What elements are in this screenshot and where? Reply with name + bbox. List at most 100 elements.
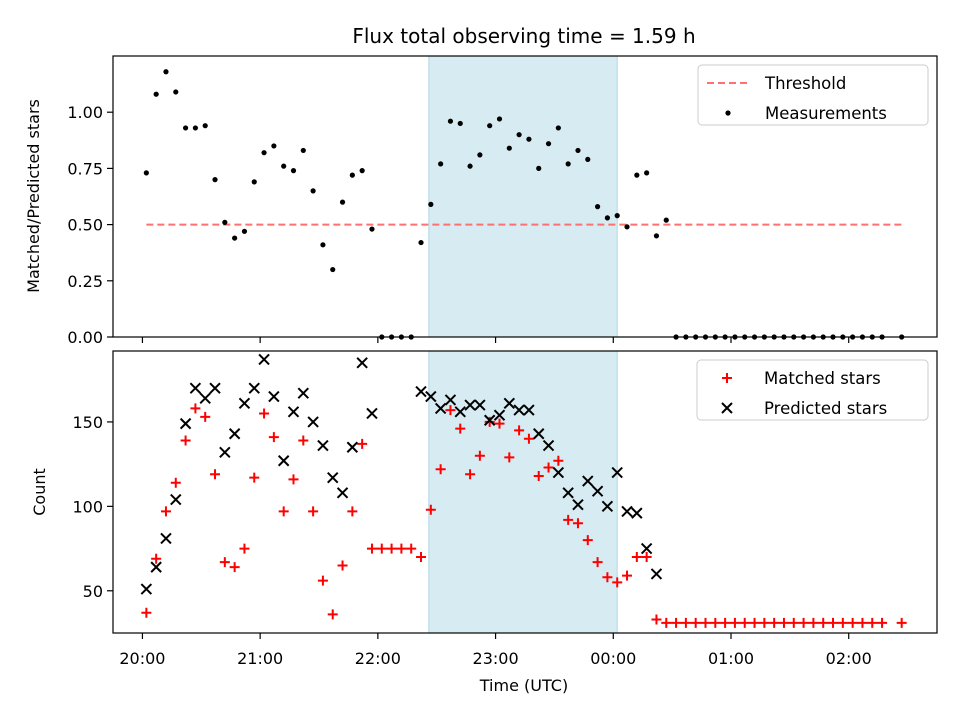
- y-tick-label: 100: [72, 497, 103, 516]
- legend-box: [696, 359, 929, 421]
- matched-star-point: [347, 506, 358, 517]
- predicted-star-point: [434, 402, 447, 415]
- predicted-star-point: [356, 357, 368, 369]
- matched-star-point: [406, 543, 417, 554]
- matched-star-point: [700, 617, 711, 628]
- matched-star-point: [857, 617, 868, 628]
- y-tick-label: 0.75: [67, 159, 103, 178]
- measurement-point: [477, 152, 483, 158]
- y-tick-label: 0.50: [67, 216, 103, 235]
- matched-star-point: [671, 617, 682, 628]
- matched-star-point: [200, 411, 211, 422]
- legend-label: Predicted stars: [764, 399, 887, 418]
- predicted-star-point: [258, 353, 270, 366]
- matched-star-point: [337, 560, 348, 571]
- legend-box: [697, 64, 929, 126]
- predicted-star-point: [170, 493, 182, 506]
- matched-star-point: [847, 617, 858, 628]
- predicted-star-point: [248, 382, 260, 394]
- predicted-star-point: [327, 471, 339, 484]
- matched-star-point: [543, 462, 554, 473]
- x-tick-label: 21:00: [237, 649, 283, 668]
- matched-star-point: [612, 577, 623, 588]
- y-tick-label: 0.25: [67, 272, 103, 291]
- matched-star-point: [357, 438, 368, 449]
- predicted-star-point: [277, 455, 290, 467]
- matched-star-point: [504, 452, 515, 463]
- predicted-star-point: [523, 404, 535, 416]
- matched-star-point: [180, 435, 191, 446]
- predicted-star-point: [209, 382, 221, 394]
- measurement-point: [487, 123, 493, 129]
- matched-star-point: [769, 617, 780, 628]
- matched-star-point: [729, 617, 740, 628]
- measurement-point: [496, 116, 503, 122]
- predicted-star-point: [562, 487, 574, 499]
- measurement-point: [604, 215, 611, 221]
- chart-title: Flux total observing time = 1.59 h: [352, 24, 695, 48]
- measurement-point: [457, 120, 463, 127]
- predicted-star-point: [336, 487, 349, 499]
- measurement-point: [320, 242, 326, 248]
- matched-star-point: [298, 435, 309, 446]
- measurement-point: [182, 125, 189, 131]
- x-tick-label: 01:00: [708, 649, 754, 668]
- matched-star-point: [837, 617, 848, 628]
- measurement-point: [624, 224, 630, 230]
- matched-star-point: [778, 617, 789, 628]
- y-tick-label: 0.00: [67, 328, 103, 347]
- top-panel: 0.00 0.25 0.50 0.75 1.00 Threshold Measurement…: [67, 55, 938, 347]
- measurement-point: [330, 266, 336, 273]
- predicted-star-point: [621, 505, 633, 518]
- predicted-star-point: [297, 387, 310, 399]
- predicted-star-point: [552, 466, 565, 479]
- predicted-star-point: [582, 475, 594, 487]
- predicted-star-point: [228, 428, 241, 440]
- matched-star-point: [445, 405, 456, 416]
- measurement-point: [526, 136, 532, 142]
- matched-star-point: [160, 506, 171, 517]
- matched-star-point: [641, 552, 652, 563]
- matched-star-point: [808, 617, 819, 628]
- matched-star-point: [376, 543, 387, 554]
- x-tick-label: 02:00: [826, 649, 872, 668]
- predicted-star-point: [150, 561, 162, 573]
- matched-star-point: [229, 562, 240, 573]
- matched-star-point: [553, 455, 564, 466]
- matched-star-point: [278, 506, 289, 517]
- predicted-star-point: [503, 397, 516, 410]
- predicted-star-point: [483, 414, 496, 426]
- x-axis-label: Time (UTC): [479, 676, 568, 695]
- predicted-star-point: [415, 385, 427, 398]
- measurement-point: [349, 172, 355, 178]
- matched-star-point: [288, 474, 299, 485]
- matched-star-point: [788, 617, 799, 628]
- predicted-star-point: [640, 542, 653, 555]
- matched-star-point: [259, 408, 270, 419]
- predicted-star-point: [611, 466, 623, 479]
- matched-star-point: [651, 614, 662, 625]
- legend-label: Matched stars: [764, 369, 881, 388]
- matched-star-point: [759, 617, 770, 628]
- matched-star-point: [455, 423, 466, 434]
- predicted-star-point: [493, 409, 506, 421]
- x-tick-label: 20:00: [119, 649, 165, 668]
- plot-frame: [112, 55, 938, 338]
- matched-star-point: [484, 416, 495, 427]
- measurement-point: [369, 226, 375, 232]
- matched-star-point: [386, 543, 397, 554]
- measurement-point: [212, 177, 218, 183]
- predicted-star-point: [307, 416, 319, 428]
- matched-star-point: [474, 450, 485, 461]
- predicted-star-point: [533, 428, 545, 440]
- matched-star-point: [219, 557, 230, 568]
- measurement-point: [585, 156, 591, 163]
- measurement-point: [634, 172, 640, 178]
- matched-star-point: [749, 617, 760, 628]
- measurement-point: [271, 143, 277, 149]
- predicted-star-point: [474, 399, 486, 411]
- measurement-point: [447, 118, 454, 124]
- x-tick-label: 00:00: [590, 649, 636, 668]
- measurement-point: [241, 228, 248, 234]
